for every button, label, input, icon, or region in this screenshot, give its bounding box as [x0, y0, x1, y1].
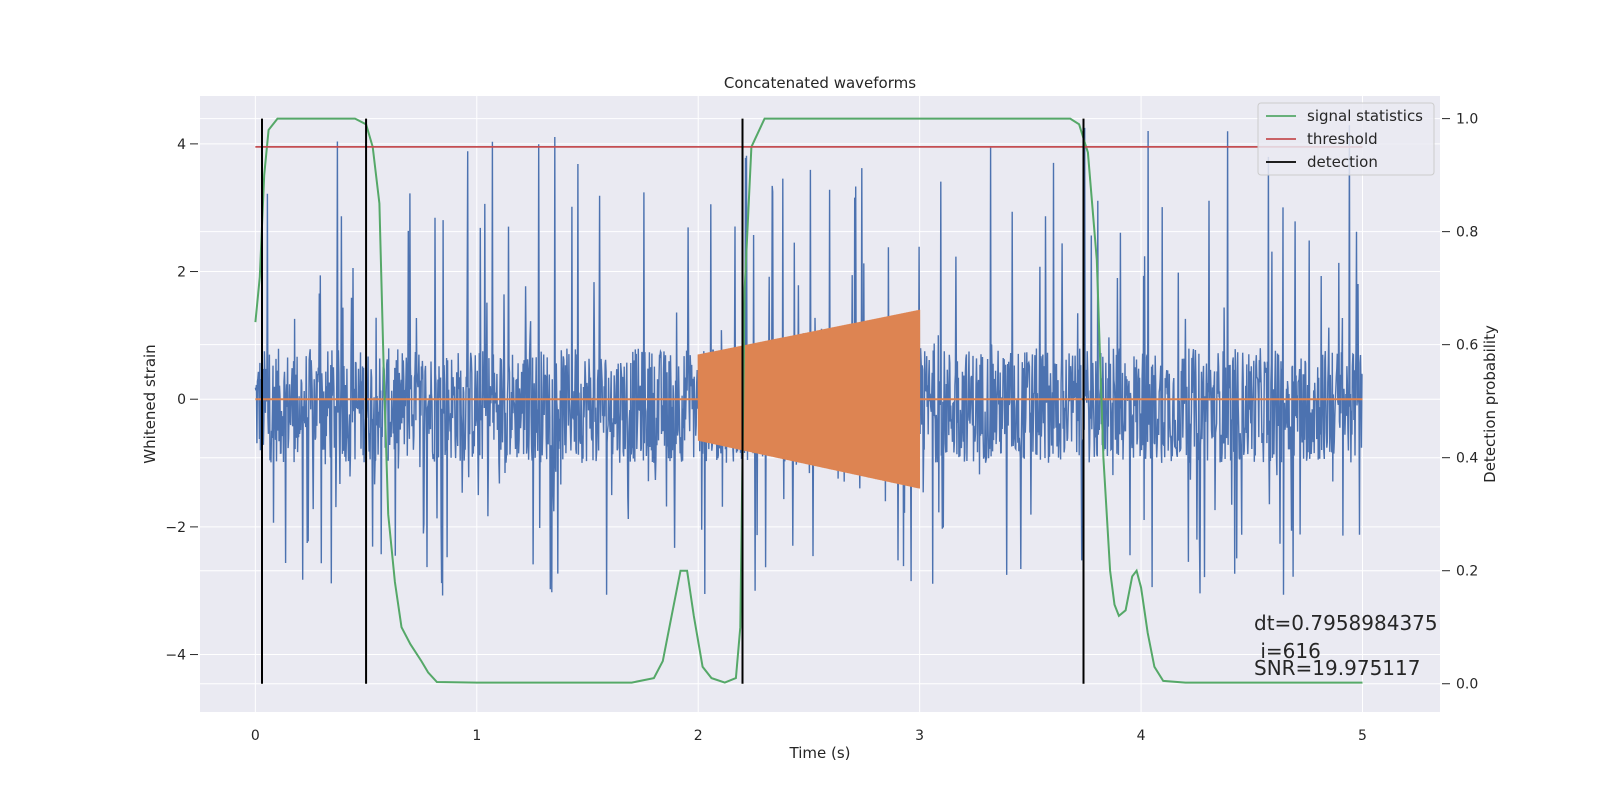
- legend-box: [1257, 102, 1435, 176]
- x-tick-label-2: 2: [694, 728, 703, 744]
- x-tick-label-1: 1: [472, 728, 481, 744]
- annotation-block: dt=0.7958984375 i=616 SNR=19.975117: [1254, 611, 1438, 680]
- chart-title: Concatenated waveforms: [724, 74, 916, 92]
- y2-tick-label-5: 1.0: [1456, 112, 1478, 128]
- y-axis-label: Whitened strain: [141, 344, 159, 463]
- y2-tick-label-0: 0.0: [1456, 677, 1478, 693]
- x-ticks: 0 1 2 3 4 5: [251, 728, 1367, 744]
- x-axis-label: Time (s): [789, 744, 851, 762]
- y2-ticks: 0.0 0.2 0.4 0.6 0.8 1.0: [1442, 112, 1478, 693]
- x-tick-label-5: 5: [1358, 728, 1367, 744]
- y2-tick-label-3: 0.6: [1456, 338, 1478, 354]
- legend-label-detection: detection: [1307, 153, 1378, 171]
- injection-series: [255, 309, 1363, 489]
- detection-series: [261, 118, 1085, 684]
- y-tick-label-1: −2: [165, 520, 186, 536]
- y-tick-label-0: −4: [165, 648, 186, 664]
- annotation-index: i=616: [1254, 639, 1321, 663]
- injection-chirp-line: [697, 309, 921, 489]
- legend-label-threshold: threshold: [1307, 130, 1378, 148]
- legend: signal statistics threshold detection: [1257, 102, 1435, 176]
- annotation-snr: SNR=19.975117: [1254, 656, 1420, 680]
- y2-tick-label-2: 0.4: [1456, 451, 1478, 467]
- annotation-dt: dt=0.7958984375: [1254, 611, 1438, 635]
- x-tick-label-0: 0: [251, 728, 260, 744]
- y2-tick-label-4: 0.8: [1456, 225, 1478, 241]
- legend-label-signal-statistics: signal statistics: [1307, 107, 1423, 125]
- y2-tick-label-1: 0.2: [1456, 564, 1478, 580]
- y-ticks: −4 −2 0 2 4: [165, 137, 198, 664]
- y-tick-label-4: 4: [177, 137, 186, 153]
- x-tick-label-4: 4: [1137, 728, 1146, 744]
- signal-statistics-series: [254, 117, 1363, 684]
- y2-axis-label: Detection probability: [1481, 325, 1499, 483]
- signal-statistics-line: [254, 117, 1363, 684]
- y-tick-label-2: 0: [177, 392, 186, 408]
- x-tick-label-3: 3: [915, 728, 924, 744]
- y-tick-label-3: 2: [177, 265, 186, 281]
